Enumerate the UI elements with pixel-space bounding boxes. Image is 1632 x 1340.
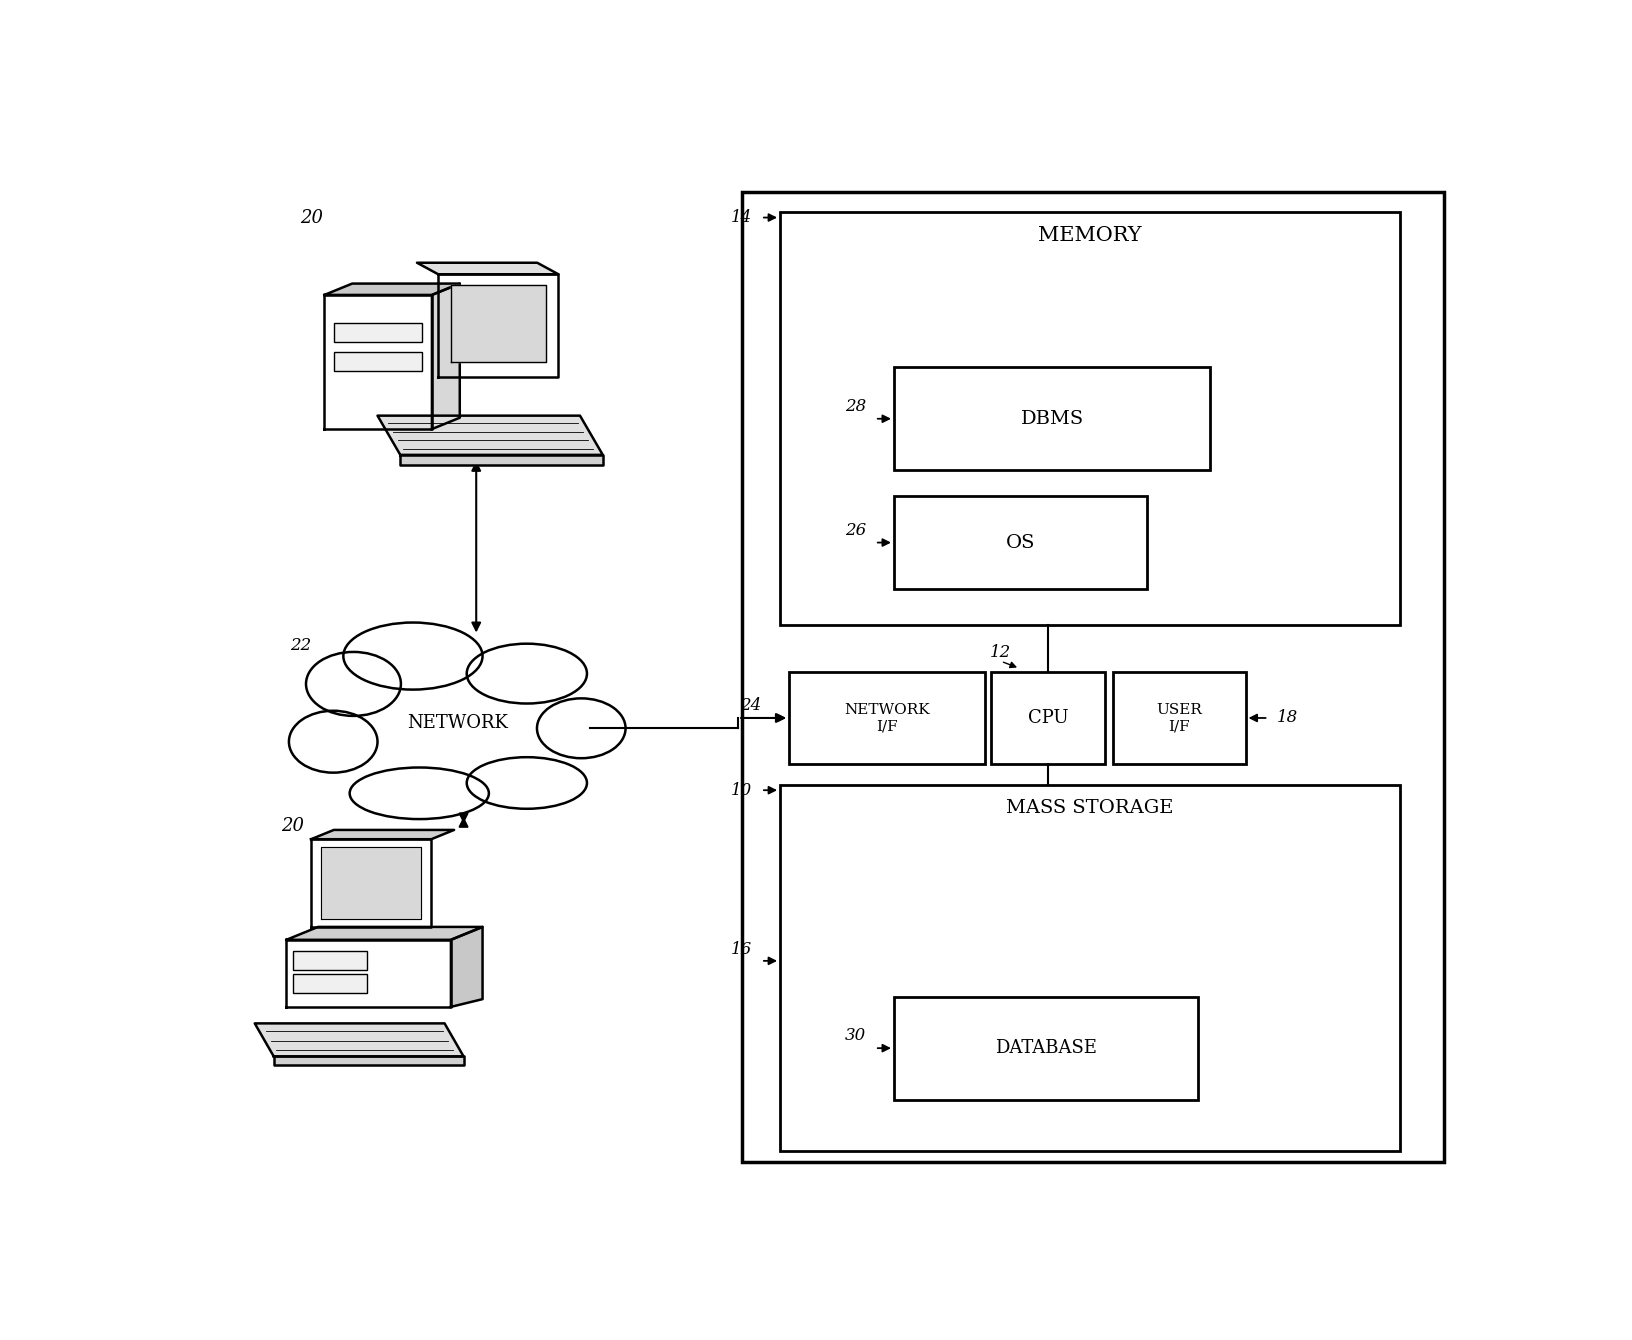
Text: MEMORY: MEMORY — [1038, 225, 1141, 245]
Polygon shape — [310, 839, 431, 927]
Text: 10: 10 — [731, 781, 752, 799]
Bar — [893, 367, 1209, 470]
Bar — [780, 785, 1399, 1151]
Polygon shape — [310, 829, 454, 839]
Text: 28: 28 — [844, 398, 865, 415]
Ellipse shape — [467, 757, 586, 809]
Text: 20: 20 — [281, 817, 304, 835]
Text: NETWORK
I/F: NETWORK I/F — [844, 704, 929, 733]
Bar — [893, 997, 1196, 1100]
Ellipse shape — [343, 623, 483, 690]
Text: 22: 22 — [290, 638, 312, 654]
Polygon shape — [325, 295, 431, 429]
Bar — [292, 974, 367, 993]
Polygon shape — [450, 284, 545, 362]
Text: MASS STORAGE: MASS STORAGE — [1005, 799, 1173, 817]
Text: OS: OS — [1005, 533, 1035, 552]
Polygon shape — [431, 284, 460, 429]
Text: 30: 30 — [844, 1028, 865, 1044]
Bar — [292, 951, 367, 970]
Polygon shape — [286, 927, 483, 939]
Polygon shape — [416, 263, 558, 275]
Text: 26: 26 — [844, 521, 865, 539]
Polygon shape — [255, 1024, 463, 1056]
Text: 24: 24 — [739, 697, 761, 714]
Text: 18: 18 — [1276, 709, 1297, 726]
Text: DBMS: DBMS — [1020, 410, 1084, 427]
Polygon shape — [400, 454, 602, 465]
Polygon shape — [322, 847, 421, 919]
Text: NETWORK: NETWORK — [406, 714, 508, 732]
Polygon shape — [437, 275, 558, 378]
Polygon shape — [286, 939, 450, 1006]
Text: DATABASE: DATABASE — [994, 1038, 1097, 1057]
Bar — [335, 323, 421, 342]
Polygon shape — [325, 284, 460, 295]
Text: CPU: CPU — [1027, 709, 1067, 728]
Text: USER
I/F: USER I/F — [1155, 704, 1201, 733]
Polygon shape — [377, 415, 602, 454]
Text: 20: 20 — [300, 209, 323, 226]
Ellipse shape — [305, 653, 401, 716]
Bar — [335, 352, 421, 371]
Text: 12: 12 — [989, 645, 1010, 662]
Ellipse shape — [349, 768, 488, 819]
Bar — [788, 671, 984, 764]
Bar — [893, 496, 1146, 590]
Bar — [1111, 671, 1245, 764]
Text: 16: 16 — [731, 942, 752, 958]
Polygon shape — [450, 927, 483, 1006]
Ellipse shape — [537, 698, 625, 758]
Ellipse shape — [289, 710, 377, 773]
Bar — [741, 192, 1443, 1162]
Text: 14: 14 — [731, 209, 752, 226]
Polygon shape — [274, 1056, 463, 1065]
Ellipse shape — [467, 643, 586, 704]
Bar — [780, 212, 1399, 624]
Bar — [991, 671, 1105, 764]
